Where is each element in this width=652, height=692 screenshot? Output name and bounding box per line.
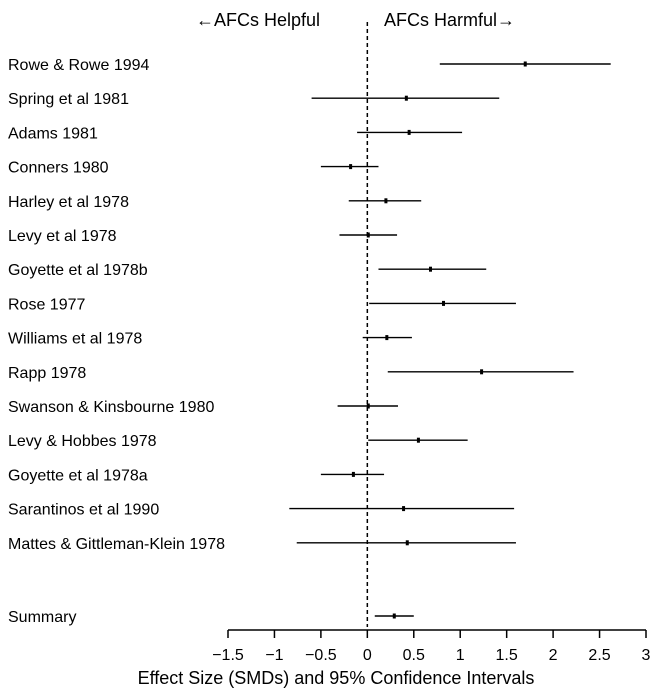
study-label: Levy et al 1978 — [8, 228, 117, 245]
x-tick-label: 0.5 — [403, 647, 425, 664]
x-tick-label: 1.5 — [496, 647, 518, 664]
study-point-estimate — [366, 403, 370, 409]
summary-label: Summary — [8, 609, 76, 626]
study-point-estimate — [442, 300, 446, 306]
afcs-helpful-label: ←AFCs Helpful — [196, 10, 320, 30]
study-point-estimate — [428, 266, 432, 272]
study-label: Goyette et al 1978a — [8, 467, 148, 484]
x-tick-label: 2 — [549, 647, 558, 664]
study-label: Levy & Hobbes 1978 — [8, 433, 157, 450]
summary-point-estimate — [392, 613, 396, 619]
study-row: Goyette et al 1978b — [8, 262, 487, 279]
summary-row: Summary — [8, 609, 414, 626]
study-row: Levy & Hobbes 1978 — [8, 433, 468, 450]
study-label: Rowe & Rowe 1994 — [8, 57, 150, 74]
study-row: Adams 1981 — [8, 125, 463, 142]
study-label: Sarantinos et al 1990 — [8, 502, 159, 519]
study-point-estimate — [402, 506, 406, 512]
x-tick-label: 1 — [456, 647, 465, 664]
study-label: Rapp 1978 — [8, 365, 86, 382]
study-label: Adams 1981 — [8, 125, 98, 142]
study-row: Mattes & Gittleman-Klein 1978 — [8, 536, 516, 553]
study-label: Conners 1980 — [8, 160, 109, 177]
x-tick-label: 2.5 — [588, 647, 610, 664]
study-label: Rose 1977 — [8, 296, 85, 313]
study-point-estimate — [349, 164, 353, 170]
afcs-harmful-label: AFCs Harmful→ — [384, 10, 515, 30]
study-label: Harley et al 1978 — [8, 194, 129, 211]
study-row: Spring et al 1981 — [8, 91, 500, 108]
study-point-estimate — [405, 540, 409, 546]
study-row: Goyette et al 1978a — [8, 467, 385, 484]
study-row: Rose 1977 — [8, 296, 516, 313]
x-tick-label: −1 — [265, 647, 283, 664]
study-label: Mattes & Gittleman-Klein 1978 — [8, 536, 225, 553]
study-point-estimate — [523, 61, 527, 67]
study-label: Swanson & Kinsbourne 1980 — [8, 399, 214, 416]
study-label: Spring et al 1981 — [8, 91, 129, 108]
study-row: Conners 1980 — [8, 160, 379, 177]
study-point-estimate — [366, 232, 370, 238]
study-row: Rowe & Rowe 1994 — [8, 57, 611, 74]
study-point-estimate — [384, 198, 388, 204]
x-tick-label: −0.5 — [305, 647, 337, 664]
study-row: Levy et al 1978 — [8, 228, 398, 245]
study-label: Goyette et al 1978b — [8, 262, 148, 279]
study-row: Sarantinos et al 1990 — [8, 502, 515, 519]
x-tick-label: 0 — [363, 647, 372, 664]
study-row: Rapp 1978 — [8, 365, 574, 382]
study-point-estimate — [407, 129, 411, 135]
study-point-estimate — [404, 95, 408, 101]
study-point-estimate — [416, 437, 420, 443]
x-tick-label: 3 — [642, 647, 651, 664]
study-point-estimate — [480, 369, 484, 375]
study-row: Swanson & Kinsbourne 1980 — [8, 399, 398, 416]
study-row: Harley et al 1978 — [8, 194, 422, 211]
x-tick-label: −1.5 — [212, 647, 244, 664]
study-point-estimate — [351, 471, 355, 477]
study-point-estimate — [385, 335, 389, 341]
x-axis-label: Effect Size (SMDs) and 95% Confidence In… — [138, 668, 535, 688]
study-row: Williams et al 1978 — [8, 331, 412, 348]
study-label: Williams et al 1978 — [8, 331, 142, 348]
